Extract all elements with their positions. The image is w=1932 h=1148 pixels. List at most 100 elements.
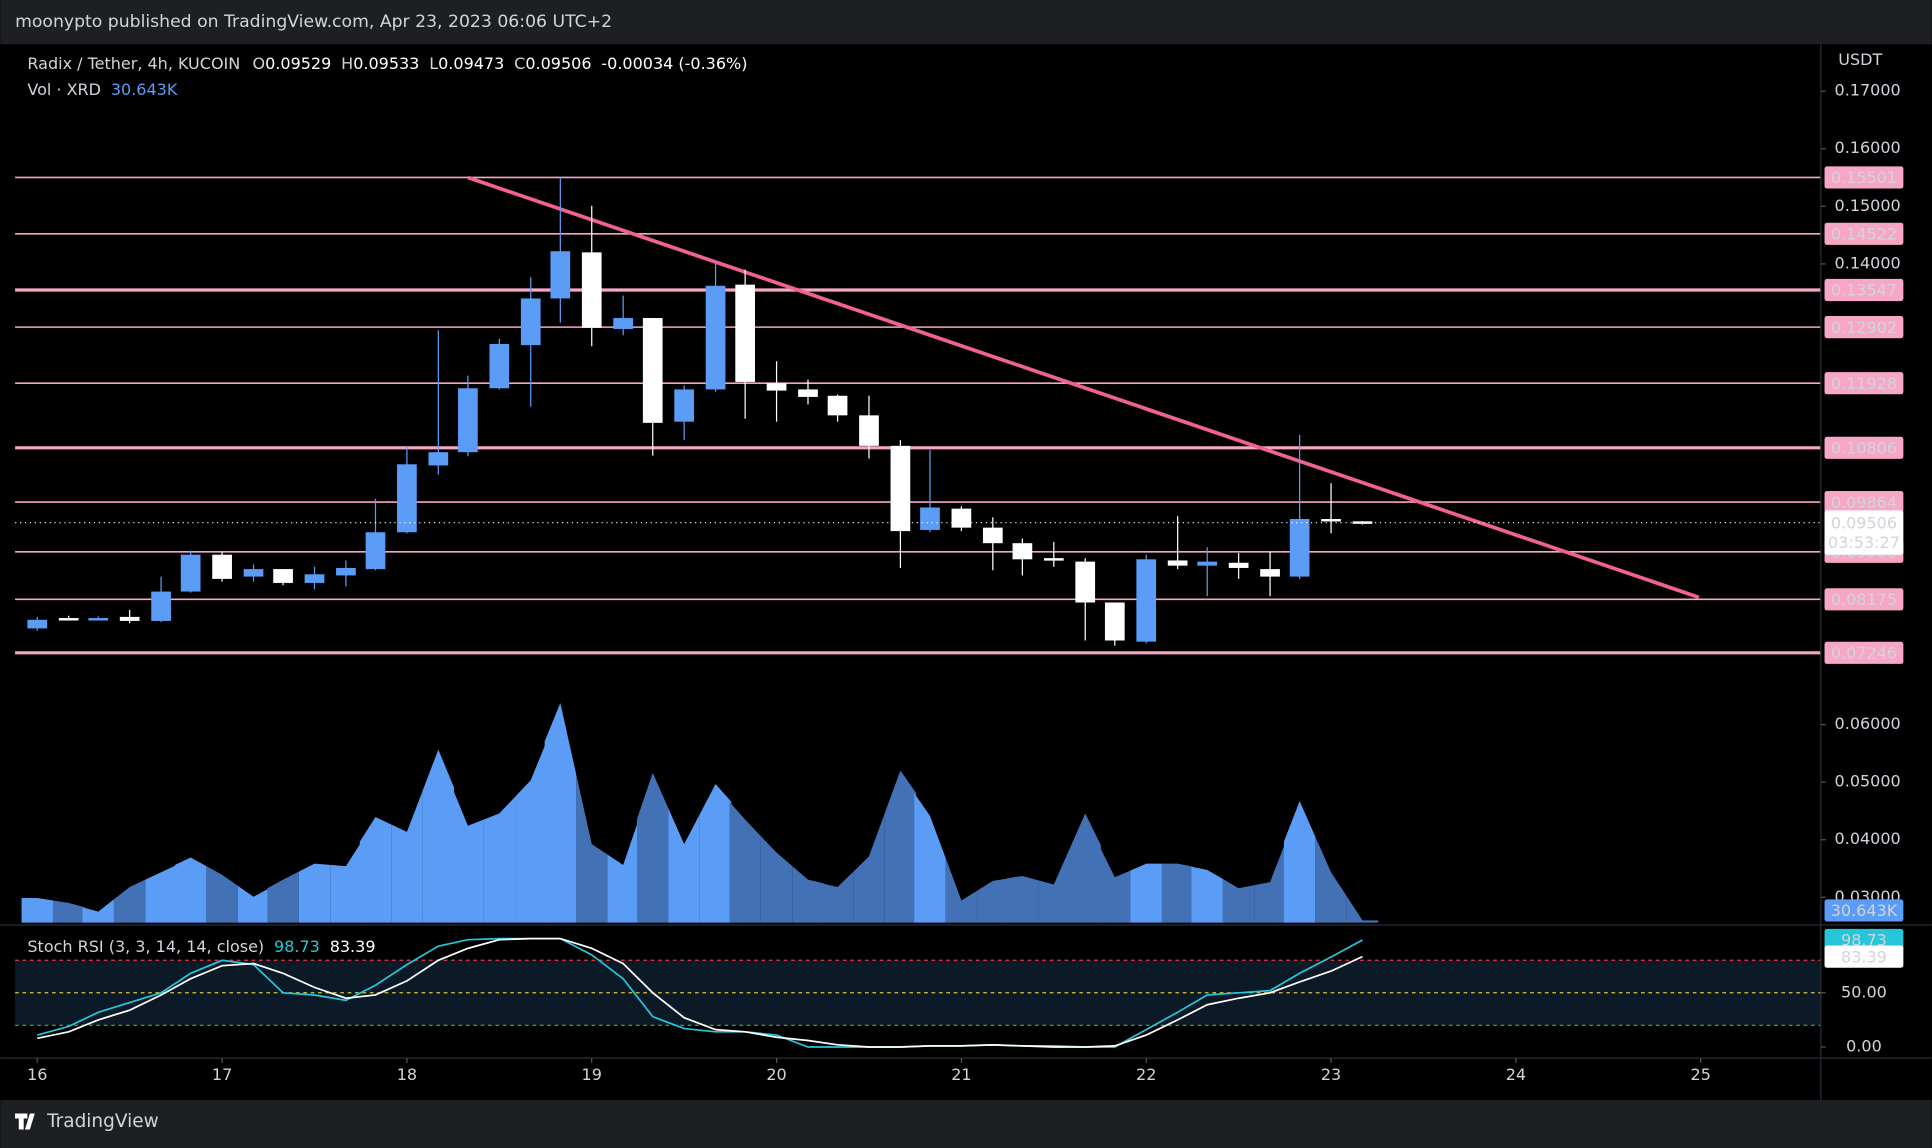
ohlc-value: 0.09533 xyxy=(353,54,419,73)
top-bar xyxy=(0,0,1932,45)
candle-body xyxy=(520,298,541,346)
volume-area xyxy=(760,836,793,923)
volume-area xyxy=(174,857,207,923)
x-tick-label: 20 xyxy=(766,1065,786,1084)
volume-area xyxy=(237,885,270,923)
volume-area xyxy=(914,793,946,923)
candle-body xyxy=(489,343,510,389)
ohlc-letter: L xyxy=(429,54,438,73)
volume-area xyxy=(52,900,85,923)
level-label: 0.14522 xyxy=(1831,225,1897,244)
volume-area xyxy=(21,898,53,923)
volume-area xyxy=(853,813,885,923)
candle-body xyxy=(705,285,726,390)
trendline xyxy=(467,175,1700,600)
volume-title: Vol · XRD xyxy=(27,79,101,98)
candle-body xyxy=(1075,561,1096,603)
candle-body xyxy=(397,464,417,533)
ohlc-value: 0.09473 xyxy=(438,54,504,73)
stoch-d-value: 83.39 xyxy=(330,937,376,956)
ohlc-letter: O xyxy=(253,54,266,73)
axis-unit: USDT xyxy=(1838,50,1882,69)
candle-body xyxy=(982,527,1003,544)
volume-area xyxy=(1161,863,1194,923)
candle-body xyxy=(1197,561,1218,566)
x-tick-label: 21 xyxy=(951,1065,971,1084)
volume-area xyxy=(1038,848,1070,923)
stoch-title: Stoch RSI (3, 3, 14, 14, close) xyxy=(27,937,264,956)
x-tick-label: 24 xyxy=(1506,1065,1526,1084)
volume-area xyxy=(544,703,577,923)
volume-area xyxy=(607,818,639,923)
volume-area xyxy=(145,864,177,923)
candle-body xyxy=(180,554,201,592)
y-tick-label: 0.04000 xyxy=(1835,829,1901,848)
ohlc-value: 0.09529 xyxy=(265,54,331,73)
x-tick-label: 23 xyxy=(1321,1065,1341,1084)
x-tick-label: 17 xyxy=(212,1065,232,1084)
candle-body xyxy=(243,569,264,577)
stoch-d-box xyxy=(1824,945,1904,968)
candle-body xyxy=(336,567,356,576)
volume-area xyxy=(977,878,1009,923)
volume-area xyxy=(330,841,362,923)
candle-body xyxy=(1228,562,1249,568)
stoch-d-line xyxy=(37,937,1363,1048)
level-label: 0.07246 xyxy=(1831,644,1897,663)
candle-body xyxy=(827,395,848,416)
candle-body xyxy=(119,616,140,621)
candle-body xyxy=(766,383,787,391)
candle-body xyxy=(798,389,818,397)
volume-value: 30.643K xyxy=(111,79,178,98)
volume-area xyxy=(1130,863,1162,923)
stoch-k-label: 98.73 xyxy=(1841,931,1887,950)
volume-area xyxy=(359,817,392,923)
level-label-box xyxy=(1824,278,1904,302)
volume-area xyxy=(422,749,455,923)
candle-body xyxy=(212,554,232,579)
candle-body xyxy=(859,415,879,446)
level-label: 0.13547 xyxy=(1831,281,1897,300)
level-label: 0.12902 xyxy=(1831,318,1897,337)
candle-body xyxy=(428,452,449,466)
x-tick-label: 25 xyxy=(1691,1065,1711,1084)
volume-area xyxy=(576,773,608,923)
volume-area xyxy=(1315,836,1347,923)
volume-area xyxy=(515,741,547,923)
y-tick-label: 0.15000 xyxy=(1835,196,1901,215)
volume-area xyxy=(1254,841,1286,923)
volume-area xyxy=(945,858,978,923)
level-label-box xyxy=(1824,316,1904,339)
volume-area xyxy=(821,871,854,923)
volume-area xyxy=(699,783,732,923)
stoch-tick-label: 0.00 xyxy=(1846,1036,1882,1055)
y-tick-label: 0.16000 xyxy=(1835,138,1901,157)
volume-area xyxy=(206,866,238,923)
candle-body xyxy=(27,619,48,629)
x-tick-label: 19 xyxy=(582,1065,602,1084)
level-label-box xyxy=(1824,222,1904,245)
candle-body xyxy=(735,284,756,382)
stoch-k-value: 98.73 xyxy=(274,937,320,956)
volume-area xyxy=(729,801,761,923)
current-price-box xyxy=(1824,510,1904,555)
volume-area xyxy=(1069,813,1101,923)
candle-body xyxy=(88,618,109,621)
brand-logo xyxy=(15,1113,35,1130)
candle-body xyxy=(951,508,972,528)
y-tick-label: 0.14000 xyxy=(1835,253,1901,272)
candle-body xyxy=(304,574,325,583)
level-label: 0.11928 xyxy=(1831,374,1897,393)
level-label-box xyxy=(1824,490,1904,514)
volume-area xyxy=(668,808,700,923)
candle-body xyxy=(273,569,293,583)
level-label: 0.15501 xyxy=(1831,168,1897,187)
candle-body xyxy=(1043,558,1064,561)
change: -0.00034 (-0.36%) xyxy=(601,54,747,73)
legend: Radix / Tether, 4h, KUCOIN O0.09529 H0.095… xyxy=(27,54,747,73)
volume-area xyxy=(452,787,484,923)
volume-area xyxy=(637,772,669,923)
level-label: 0.09864 xyxy=(1831,493,1897,512)
